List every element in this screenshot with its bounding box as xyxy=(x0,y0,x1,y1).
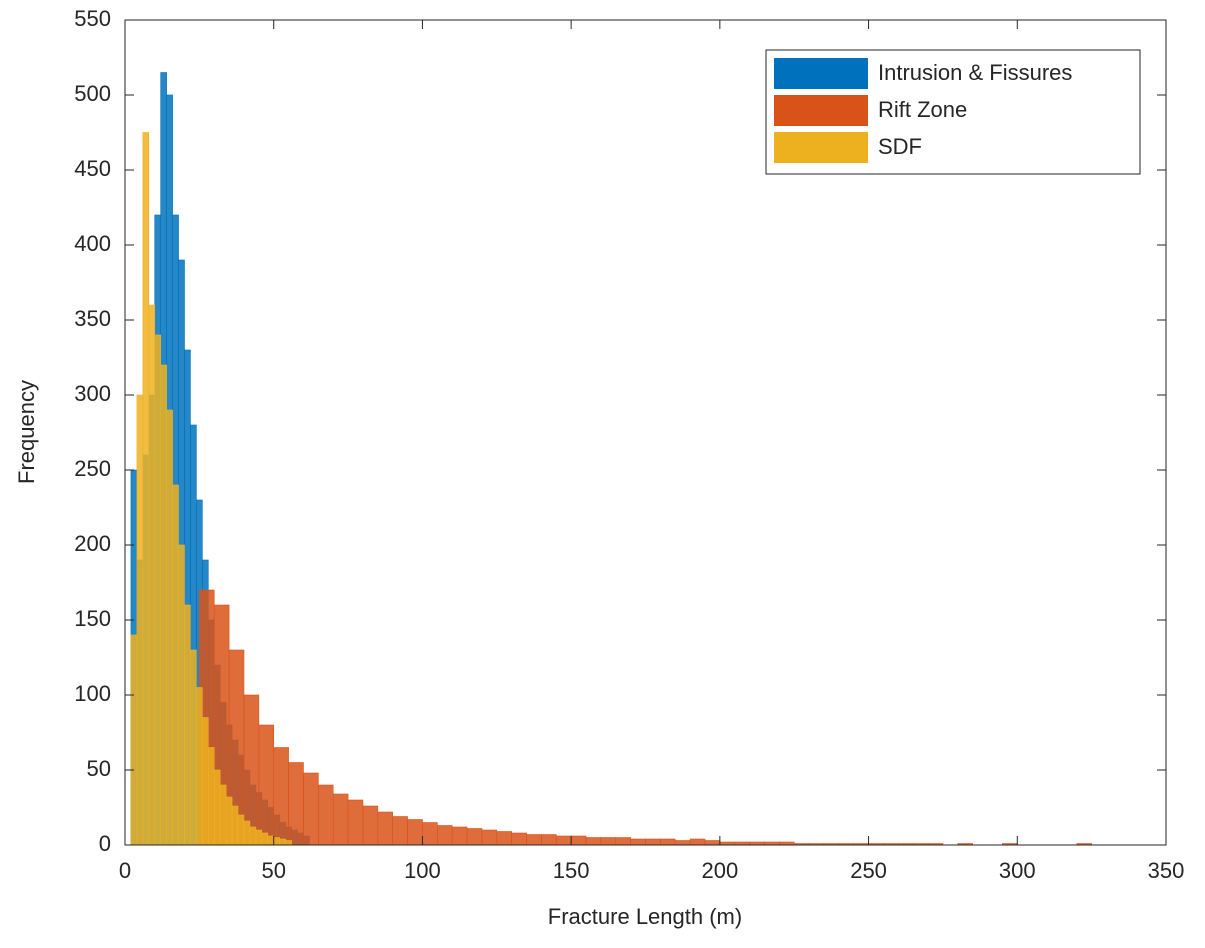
bar xyxy=(511,832,527,846)
legend-label: Intrusion & Fissures xyxy=(878,60,1072,85)
x-tick-label: 200 xyxy=(701,858,738,883)
x-tick-label: 300 xyxy=(999,858,1036,883)
bar xyxy=(392,816,408,846)
legend-label: Rift Zone xyxy=(878,97,967,122)
x-tick-label: 50 xyxy=(261,858,285,883)
bar xyxy=(136,394,144,846)
y-tick-label: 200 xyxy=(74,531,111,556)
bar xyxy=(303,772,319,846)
y-tick-label: 350 xyxy=(74,306,111,331)
bar xyxy=(570,835,587,846)
bar xyxy=(630,838,646,846)
y-tick-label: 400 xyxy=(74,231,111,256)
bar xyxy=(332,793,349,846)
bar xyxy=(207,747,215,846)
x-axis-label: Fracture Length (m) xyxy=(548,904,742,929)
bar xyxy=(130,634,138,846)
bar xyxy=(142,132,150,846)
legend-swatch xyxy=(774,132,868,163)
legend: Intrusion & Fissures Rift Zone SDF xyxy=(765,49,1141,175)
bar xyxy=(288,762,304,846)
legend-swatch xyxy=(774,95,868,126)
bar xyxy=(261,832,269,846)
bar xyxy=(541,834,557,846)
y-tick-label: 300 xyxy=(74,381,111,406)
bar xyxy=(160,364,167,846)
x-tick-label: 250 xyxy=(850,858,887,883)
bar xyxy=(190,649,197,846)
bar xyxy=(285,840,292,846)
bars xyxy=(130,72,1092,846)
bar xyxy=(148,304,156,846)
x-tick-label: 350 xyxy=(1148,858,1185,883)
y-tick-label: 250 xyxy=(74,456,111,481)
bar xyxy=(585,837,602,846)
bar xyxy=(273,837,280,846)
bar xyxy=(172,484,179,846)
bar xyxy=(660,838,676,846)
bar xyxy=(555,835,572,846)
bar xyxy=(249,826,257,846)
bar xyxy=(407,819,423,846)
bar xyxy=(496,831,512,846)
bar xyxy=(237,814,245,846)
bar xyxy=(202,717,209,846)
bar xyxy=(436,825,453,846)
x-tick-label: 150 xyxy=(553,858,590,883)
bar xyxy=(243,820,251,846)
legend-label: SDF xyxy=(878,134,922,159)
bar xyxy=(267,835,275,846)
bar xyxy=(526,834,542,846)
bar xyxy=(347,799,364,846)
bar xyxy=(196,687,203,846)
bar xyxy=(466,828,483,846)
bar xyxy=(377,811,393,846)
bar xyxy=(422,822,438,846)
y-tick-label: 100 xyxy=(74,681,111,706)
y-tick-label: 50 xyxy=(87,756,111,781)
bar xyxy=(273,747,289,846)
legend-swatch xyxy=(774,58,868,89)
bar xyxy=(674,840,691,846)
bar xyxy=(154,334,161,846)
bar xyxy=(213,769,221,846)
axes-box xyxy=(124,19,1167,846)
bar xyxy=(600,837,617,846)
y-tick-label: 150 xyxy=(74,606,111,631)
bar xyxy=(645,838,661,846)
bar xyxy=(178,544,185,846)
y-tick-label: 0 xyxy=(99,831,111,856)
y-axis-label: Frequency xyxy=(14,380,39,484)
bar xyxy=(184,604,191,846)
bar xyxy=(279,838,286,846)
bar xyxy=(362,805,379,846)
bar xyxy=(225,796,233,846)
bar xyxy=(451,826,468,846)
y-tick-label: 550 xyxy=(74,6,111,31)
bar xyxy=(615,837,631,846)
bar xyxy=(219,784,227,846)
bar xyxy=(255,829,263,846)
y-tick-label: 500 xyxy=(74,81,111,106)
bar xyxy=(481,829,498,846)
y-tick-label: 450 xyxy=(74,156,111,181)
x-tick-label: 100 xyxy=(404,858,441,883)
bar xyxy=(166,409,173,846)
bar xyxy=(318,784,334,846)
bar xyxy=(704,840,721,846)
bar xyxy=(689,838,706,846)
bar xyxy=(258,724,275,846)
x-tick-label: 0 xyxy=(119,858,131,883)
bar xyxy=(231,805,239,846)
